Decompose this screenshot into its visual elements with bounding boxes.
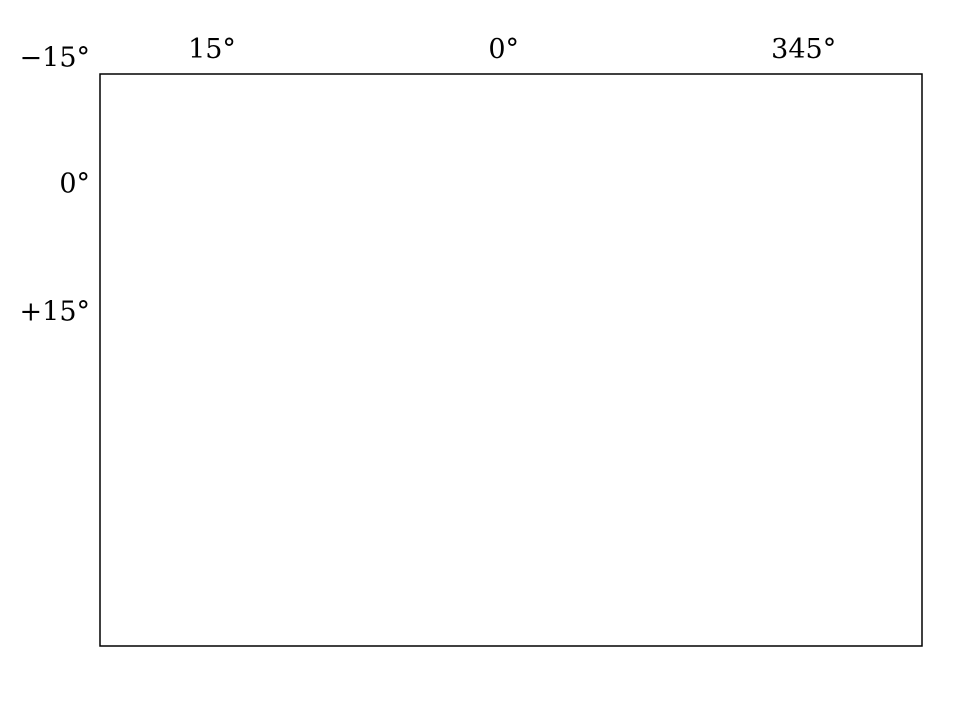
patch-ra8.8-dec-10.8 bbox=[286, 27, 377, 63]
patch-ra-1.7-dec-14.0 bbox=[495, 0, 588, 35]
ra-tick-label: 0° bbox=[488, 34, 519, 65]
patch-ra4.6-dec-17.2 bbox=[366, 0, 460, 6]
ra-tick-label: 345° bbox=[771, 34, 836, 65]
patch-ra23.5-dec-7.6 bbox=[100, 124, 102, 130]
dec-tick-label: +15° bbox=[20, 296, 90, 327]
patch-ra-29.0-dec2.0 bbox=[955, 269, 960, 327]
dec-tick-label: −15° bbox=[20, 43, 90, 74]
plot-frame bbox=[99, 73, 923, 647]
ra-tick-label: 15° bbox=[188, 34, 236, 65]
patch-ra34.0-dec14.8 bbox=[0, 350, 2, 403]
patch-ra25.6-dec2.0 bbox=[8, 197, 90, 245]
patch-ra23.5-dec-26.8 bbox=[0, 0, 53, 18]
ra-tick-labels: 60°45°30°15°0°345°330° bbox=[188, 34, 836, 65]
patch-ra15.1-dec-20.4 bbox=[143, 0, 240, 9]
patch-ra31.9-dec11.6 bbox=[0, 311, 21, 363]
patch-ra19.3-dec-20.4 bbox=[57, 0, 154, 34]
patch-ra-8.0-dec-10.8 bbox=[650, 74, 706, 79]
patch-ra25.6-dec-23.6 bbox=[0, 6, 19, 60]
patch-ra-5.9-dec-14.0 bbox=[579, 10, 672, 45]
patch-ra-8.0-dec-17.2 bbox=[625, 0, 720, 28]
patch-ra4.6-dec-10.8 bbox=[369, 21, 459, 57]
patch-ra29.8-dec2.0 bbox=[0, 226, 20, 279]
patch-ra-3.8-dec-10.8 bbox=[535, 29, 626, 65]
dec-tick-label: 0° bbox=[59, 169, 90, 200]
patch-ra21.4-dec-23.6 bbox=[6, 0, 104, 25]
patch-ra27.7-dec-1.2 bbox=[0, 187, 45, 238]
patch-ra2.5-dec-14.0 bbox=[410, 0, 502, 31]
patch-ra25.6-dec-30.0 bbox=[0, 0, 1, 13]
patch-ra27.7-dec-14.0 bbox=[0, 93, 6, 148]
patch-ra27.7-dec5.2 bbox=[0, 235, 64, 284]
patch-ra0.4-dec-17.2 bbox=[453, 0, 547, 7]
patch-ra13.0-dec-17.2 bbox=[192, 0, 287, 23]
patch-ra8.8-dec-17.2 bbox=[278, 0, 373, 12]
patch-ra10.9-dec-14.0 bbox=[240, 7, 333, 42]
patch-ra-3.8-dec-17.2 bbox=[539, 0, 634, 14]
patch-ra27.7-dec-7.6 bbox=[0, 140, 25, 193]
patch-ra-26.9-dec-1.2 bbox=[934, 229, 960, 286]
patch-ra25.6-dec-10.8 bbox=[0, 101, 54, 152]
dec-tick-labels: +15°0°−15°−30°−45° bbox=[20, 43, 90, 328]
grid-ra-35 bbox=[0, 0, 38, 521]
patch-ra6.7-dec-14.0 bbox=[325, 0, 417, 33]
